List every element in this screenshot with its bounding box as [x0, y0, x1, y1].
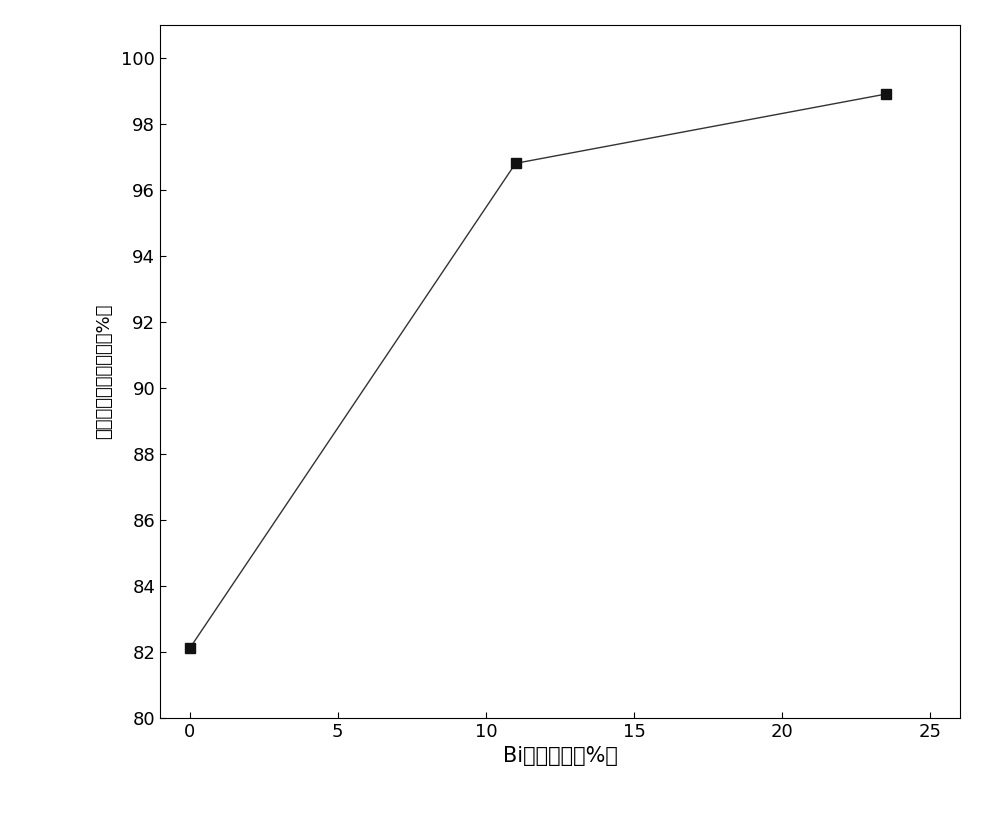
X-axis label: Bi元素含量（%）: Bi元素含量（%）: [503, 746, 617, 766]
Y-axis label: 可燃性气体体积分数（%）: 可燃性气体体积分数（%）: [95, 304, 113, 439]
